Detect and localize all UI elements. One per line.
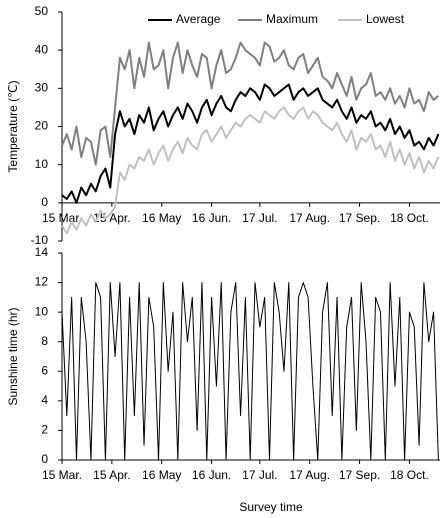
- x-tick-label: 17 Jul.: [242, 211, 277, 225]
- data-line: [61, 41, 440, 166]
- legend-label: Lowest: [366, 12, 405, 26]
- x-tick-label: 16 Jun.: [192, 211, 231, 225]
- y-tick-label: 2: [41, 423, 48, 437]
- y-tick-label: 50: [35, 4, 49, 18]
- data-line: [61, 282, 439, 461]
- x-tick-label: 18 Oct.: [390, 468, 429, 482]
- y-tick-label: 14: [35, 245, 49, 259]
- legend-label: Maximum: [266, 12, 318, 26]
- x-tick-label: 17 Sep.: [339, 468, 380, 482]
- y-axis-label: Sunshine time (hr): [6, 307, 20, 405]
- y-tick-label: 4: [41, 393, 48, 407]
- x-tick-label: 17 Jul.: [242, 468, 277, 482]
- y-axis-label: Temperature (℃): [6, 80, 20, 172]
- y-tick-label: 20: [35, 119, 49, 133]
- y-tick-label: 10: [35, 157, 49, 171]
- x-tick-label: 17 Sep.: [339, 211, 380, 225]
- x-tick-label: 16 May: [142, 468, 181, 482]
- x-tick-label: 17 Aug.: [289, 468, 330, 482]
- x-tick-label: 15 Mar.: [42, 468, 82, 482]
- x-tick-label: 17 Aug.: [289, 211, 330, 225]
- x-axis-label: Survey time: [239, 500, 303, 514]
- y-tick-label: -10: [31, 233, 49, 247]
- x-tick-label: 16 May: [142, 211, 181, 225]
- y-tick-label: 10: [35, 304, 49, 318]
- data-line: [61, 106, 440, 235]
- x-tick-label: 15 Apr.: [93, 468, 130, 482]
- x-tick-label: 16 Jun.: [192, 468, 231, 482]
- data-line: [61, 83, 440, 204]
- y-tick-label: 12: [35, 275, 49, 289]
- y-tick-label: 30: [35, 81, 49, 95]
- y-tick-label: 0: [41, 452, 48, 466]
- legend-label: Average: [176, 12, 221, 26]
- y-tick-label: 0: [41, 195, 48, 209]
- y-tick-label: 40: [35, 42, 49, 56]
- x-tick-label: 15 Mar.: [42, 211, 82, 225]
- y-tick-label: 8: [41, 334, 48, 348]
- y-tick-label: 6: [41, 363, 48, 377]
- x-tick-label: 18 Oct.: [390, 211, 429, 225]
